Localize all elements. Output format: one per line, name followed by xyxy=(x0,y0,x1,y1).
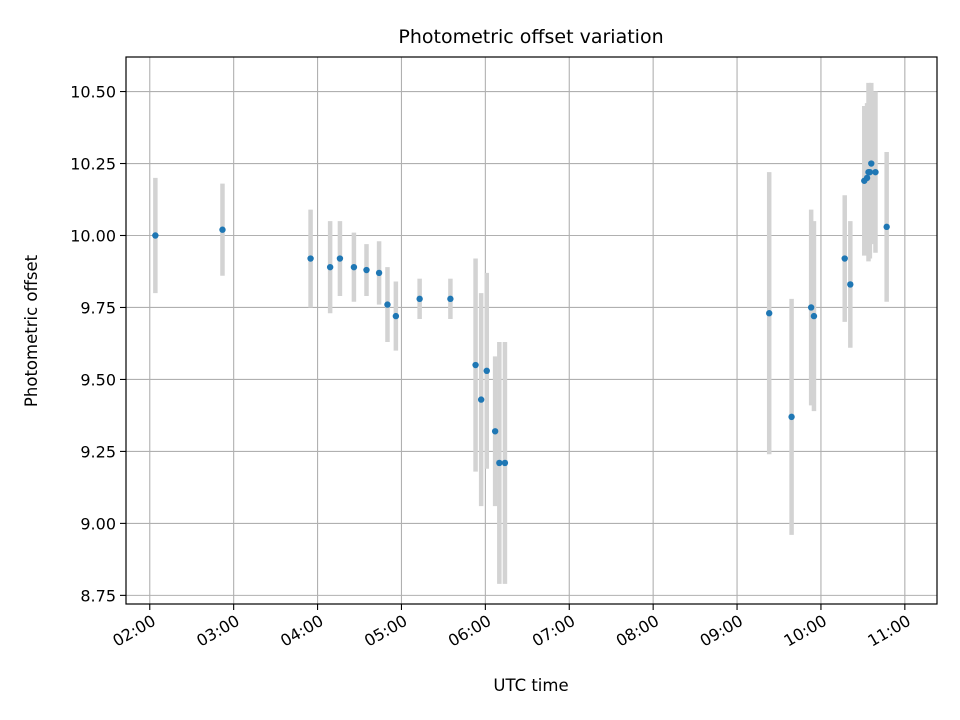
data-point xyxy=(326,263,334,271)
y-tick-label: 8.75 xyxy=(80,586,116,605)
x-tick-label: 03:00 xyxy=(193,611,242,651)
data-point xyxy=(872,168,879,176)
x-tick-label: 06:00 xyxy=(445,611,494,651)
data-point xyxy=(788,413,795,421)
data-point xyxy=(810,312,818,320)
data-point xyxy=(472,361,479,369)
data-point xyxy=(807,304,815,311)
data-point xyxy=(219,226,226,233)
data-point xyxy=(491,428,499,435)
data-point xyxy=(483,367,490,375)
y-tick-label: 9.50 xyxy=(80,370,116,389)
data-point xyxy=(501,459,509,467)
data-point xyxy=(336,255,344,262)
data-point xyxy=(868,160,875,167)
x-tick-label: 10:00 xyxy=(781,611,830,651)
x-axis: 02:00 03:00 04:00 05:00 06:00 07:00 08:00 09:00… xyxy=(109,604,914,651)
data-point xyxy=(363,266,370,274)
y-tick-label: 10.50 xyxy=(70,83,116,102)
y-tick-label: 10.00 xyxy=(70,226,116,245)
data-point xyxy=(496,459,503,467)
data-point xyxy=(307,255,314,262)
data-point xyxy=(866,168,874,176)
errorbars xyxy=(153,82,889,584)
x-axis-label: UTC time xyxy=(493,676,568,695)
data-point xyxy=(350,263,358,271)
y-axis-label: Photometric offset xyxy=(22,254,41,407)
data-point xyxy=(841,255,848,262)
chart-title: Photometric offset variation xyxy=(398,26,663,48)
data-point xyxy=(766,310,773,317)
data-point xyxy=(152,232,159,239)
data-points xyxy=(152,160,890,467)
data-point xyxy=(447,295,454,303)
data-point xyxy=(416,295,423,303)
y-tick-label: 10.25 xyxy=(70,155,116,174)
y-tick-label: 9.25 xyxy=(80,442,116,461)
data-point xyxy=(392,312,400,320)
x-tick-label: 07:00 xyxy=(529,611,578,651)
data-point xyxy=(883,223,890,231)
data-point xyxy=(477,396,485,403)
y-tick-label: 9.00 xyxy=(80,514,116,533)
plot-frame xyxy=(125,56,938,605)
y-tick-label: 9.75 xyxy=(80,298,116,317)
x-tick-label: 05:00 xyxy=(361,611,410,651)
x-tick-label: 08:00 xyxy=(613,611,662,651)
x-tick-label: 11:00 xyxy=(864,611,913,651)
x-tick-label: 02:00 xyxy=(109,611,158,651)
y-axis: 8.75 9.00 9.25 9.50 9.75 10.00 10.25 10.50 xyxy=(70,83,126,605)
data-point xyxy=(375,269,383,277)
x-tick-label: 04:00 xyxy=(277,611,326,651)
data-point xyxy=(847,281,854,288)
data-point xyxy=(863,174,871,182)
data-point xyxy=(384,301,391,308)
x-tick-label: 09:00 xyxy=(697,611,746,651)
grid xyxy=(126,57,937,604)
